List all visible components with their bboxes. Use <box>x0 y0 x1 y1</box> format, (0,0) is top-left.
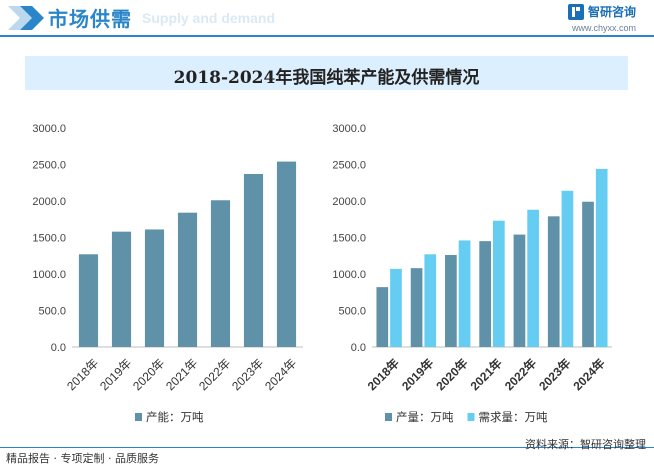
x-tick-label: 2018年 <box>364 355 402 393</box>
y-tick-label: 2500.0 <box>332 160 366 172</box>
y-tick-label: 500.0 <box>38 306 66 318</box>
x-tick-label: 2021年 <box>163 356 200 393</box>
x-tick-label: 2022年 <box>501 355 539 393</box>
x-tick-label: 2019年 <box>398 355 436 393</box>
y-tick-label: 2000.0 <box>32 196 66 208</box>
bar-2019年-1 <box>111 231 132 347</box>
y-tick-label: 3000.0 <box>32 123 66 135</box>
bar-2024年-1 <box>582 201 594 347</box>
source-note: 资料来源：智研咨询整理 <box>525 438 646 451</box>
x-tick-label: 2022年 <box>196 356 233 393</box>
brand-row: 智研咨询 <box>567 3 636 20</box>
bar-2024年-1 <box>276 161 297 347</box>
legend-swatch <box>385 413 392 421</box>
legend-label: 需求量：万吨 <box>479 411 548 424</box>
legend-label: 产能：万吨 <box>146 410 204 424</box>
y-tick-label: 1000.0 <box>332 269 366 281</box>
chart-2: 0.0 500.0 1000.0 1500.0 2000.0 2500.0 3000.0 20… <box>332 123 612 424</box>
header-rule <box>0 35 654 37</box>
x-tick-label: 2021年 <box>467 355 505 393</box>
footer-tagline: 精品报告 · 专项定制 · 品质服务 <box>6 452 159 465</box>
x-tick-label: 2018年 <box>64 356 101 393</box>
bar-2022年-1 <box>513 234 526 347</box>
header-title: 市场供需 <box>48 7 132 31</box>
bar-2021年-1 <box>177 212 198 347</box>
y-tick-label: 1000.0 <box>32 269 66 281</box>
x-tick-label: 2019年 <box>97 356 134 393</box>
legend-swatch <box>467 413 475 421</box>
bar-2020年-1 <box>445 255 457 347</box>
y-tick-label: 500.0 <box>338 306 366 318</box>
bar-2023年-1 <box>243 173 264 347</box>
bar-2023年-2 <box>561 190 574 347</box>
y-tick-label: 2500.0 <box>32 160 66 172</box>
x-tick-label: 2023年 <box>229 356 266 393</box>
y-tick-label: 1500.0 <box>32 233 66 245</box>
bar-2020年-2 <box>458 240 471 347</box>
bar-2024年-2 <box>595 168 608 347</box>
legend-label: 产量：万吨 <box>396 410 454 424</box>
x-tick-label: 2020年 <box>130 356 167 393</box>
y-tick-label: 1500.0 <box>332 233 366 245</box>
brand-url: www.chyxx.com <box>571 23 636 33</box>
header-subtitle: Supply and demand <box>142 10 276 26</box>
y-tick-label: 0.0 <box>51 342 66 354</box>
bar-2020年-1 <box>144 229 165 347</box>
x-tick-label: 2023年 <box>536 355 574 393</box>
brand: 智研咨询 www.chyxx.com <box>567 3 636 33</box>
chart-title-band: 2018-2024年我国纯苯产能及供需情况 <box>25 56 628 90</box>
bar-2019年-1 <box>410 268 423 347</box>
y-tick-label: 0.0 <box>351 342 366 354</box>
footer-rule <box>0 447 654 448</box>
bar-2018年-1 <box>78 254 99 347</box>
x-tick-label: 2024年 <box>262 356 299 393</box>
y-tick-label: 2000.0 <box>332 196 366 208</box>
chart-1: 0.0 500.0 1000.0 1500.0 2000.0 2500.0 3000.0 20… <box>32 123 303 424</box>
y-tick-label: 3000.0 <box>332 123 366 135</box>
x-tick-label: 2020年 <box>433 355 471 393</box>
bar-2021年-1 <box>479 241 491 347</box>
chart-title: 2018-2024年我国纯苯产能及供需情况 <box>173 68 480 88</box>
header-chevron-icon <box>8 6 44 30</box>
bar-2018年-1 <box>376 287 389 347</box>
page-header: Supply and demand 市场供需 智研咨询 www.chyxx.co… <box>0 0 654 40</box>
bar-2022年-2 <box>527 209 539 347</box>
brand-name: 智研咨询 <box>587 5 636 19</box>
legend-swatch <box>135 413 142 421</box>
bar-2019年-2 <box>424 254 437 347</box>
x-tick-label: 2024年 <box>570 355 608 393</box>
bar-2018年-2 <box>390 268 402 347</box>
bar-2023年-1 <box>547 216 560 347</box>
bar-2021年-2 <box>493 220 505 347</box>
brand-logo-icon <box>567 3 584 20</box>
bar-2022年-1 <box>210 200 231 347</box>
